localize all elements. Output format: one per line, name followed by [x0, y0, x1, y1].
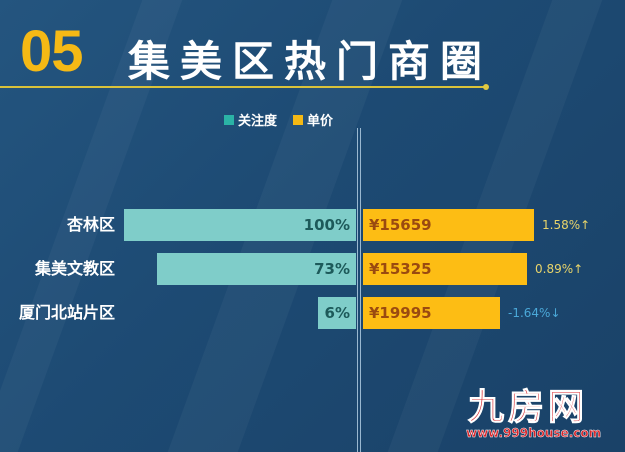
page-title: 集美区热门商圈 [128, 37, 493, 86]
section-number: 05 [20, 19, 84, 84]
attention-bar: 73% [157, 253, 356, 285]
price-bar: ¥15325 [363, 253, 527, 285]
title-underline [0, 86, 486, 88]
price-change-label: -1.64%↓ [508, 306, 561, 320]
attention-bar: 6% [318, 297, 356, 329]
center-divider [357, 128, 358, 452]
price-bar: ¥15659 [363, 209, 534, 241]
price-change-label: 1.58%↑ [542, 218, 591, 232]
legend: 关注度 单价 [224, 110, 333, 129]
watermark-url: www.999house.com [466, 426, 602, 440]
category-label: 集美文教区 [34, 259, 115, 278]
legend-swatch-price [293, 114, 304, 125]
price-change-label: 0.89%↑ [535, 262, 584, 276]
category-label: 杏林区 [66, 215, 115, 234]
legend-label-attention: 关注度 [238, 114, 278, 129]
attention-bar: 100% [124, 209, 356, 241]
price-bar: ¥19995 [363, 297, 500, 329]
legend-swatch-attention [224, 114, 234, 125]
category-label: 厦门北站片区 [18, 303, 115, 322]
legend-label-price: 单价 [307, 114, 334, 129]
watermark-logo: 九房网 [467, 387, 589, 429]
underline-dot [483, 84, 489, 90]
